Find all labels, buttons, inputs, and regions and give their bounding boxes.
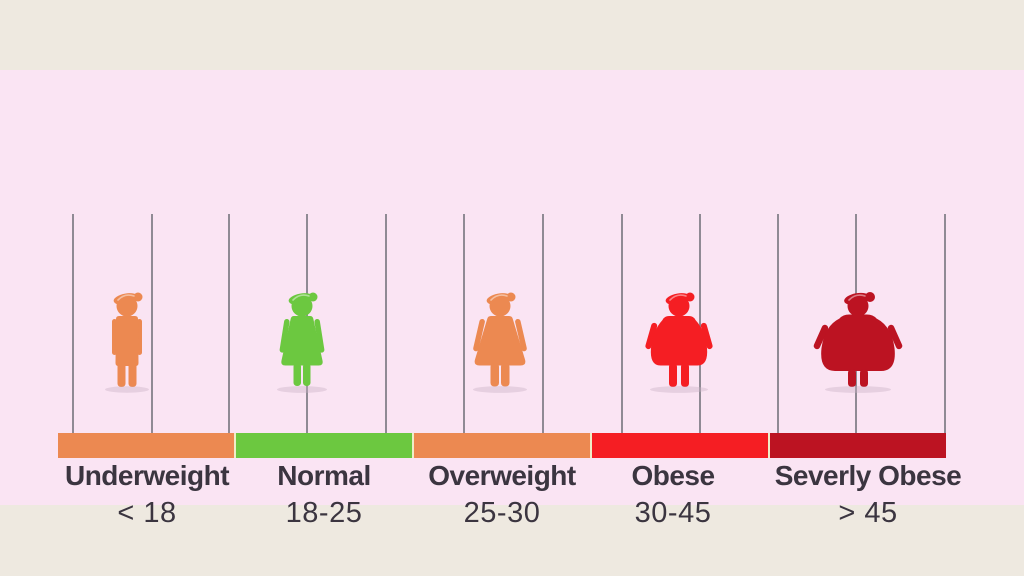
obese-woman-icon <box>645 292 713 393</box>
gridline <box>463 214 465 433</box>
gridline <box>72 214 74 433</box>
category-name: Underweight <box>64 460 230 491</box>
figure-normal <box>242 292 362 396</box>
gridline <box>944 214 946 433</box>
category-range: < 18 <box>117 497 177 529</box>
gridline <box>151 214 153 433</box>
category-range: 18-25 <box>285 497 363 529</box>
figure-overweight <box>440 292 560 396</box>
category-range: > 45 <box>838 497 898 529</box>
segment-severely-obese <box>770 433 946 458</box>
gridline <box>542 214 544 433</box>
gridline <box>385 214 387 433</box>
normal-woman-icon <box>277 292 327 393</box>
segment-normal <box>236 433 412 458</box>
category-name: Severly Obese <box>774 460 962 491</box>
category-name: Obese <box>631 460 715 491</box>
bmi-scale-bar <box>58 433 946 458</box>
thin-woman-icon <box>105 292 149 393</box>
label-normal: Normal 18-25 <box>204 462 444 528</box>
category-name: Normal <box>277 460 371 491</box>
segment-underweight <box>58 433 234 458</box>
category-range: 30-45 <box>634 497 712 529</box>
label-overweight: Overweight 25-30 <box>382 462 622 528</box>
category-name: Overweight <box>428 460 576 491</box>
category-range: 25-30 <box>463 497 541 529</box>
segment-overweight <box>414 433 590 458</box>
severely-obese-woman-icon <box>813 292 903 393</box>
label-severely-obese: Severly Obese > 45 <box>748 462 988 528</box>
figure-underweight <box>67 292 187 396</box>
figure-severely-obese <box>798 292 918 396</box>
gridline <box>228 214 230 433</box>
segment-obese <box>592 433 768 458</box>
label-underweight: Underweight < 18 <box>27 462 267 528</box>
figure-obese <box>619 292 739 396</box>
gridline <box>621 214 623 433</box>
gridline <box>777 214 779 433</box>
gridline <box>699 214 701 433</box>
label-obese: Obese 30-45 <box>553 462 793 528</box>
bmi-chart-panel: Underweight < 18 Normal 18-25 Overweight… <box>0 70 1024 528</box>
overweight-woman-icon <box>473 292 527 393</box>
